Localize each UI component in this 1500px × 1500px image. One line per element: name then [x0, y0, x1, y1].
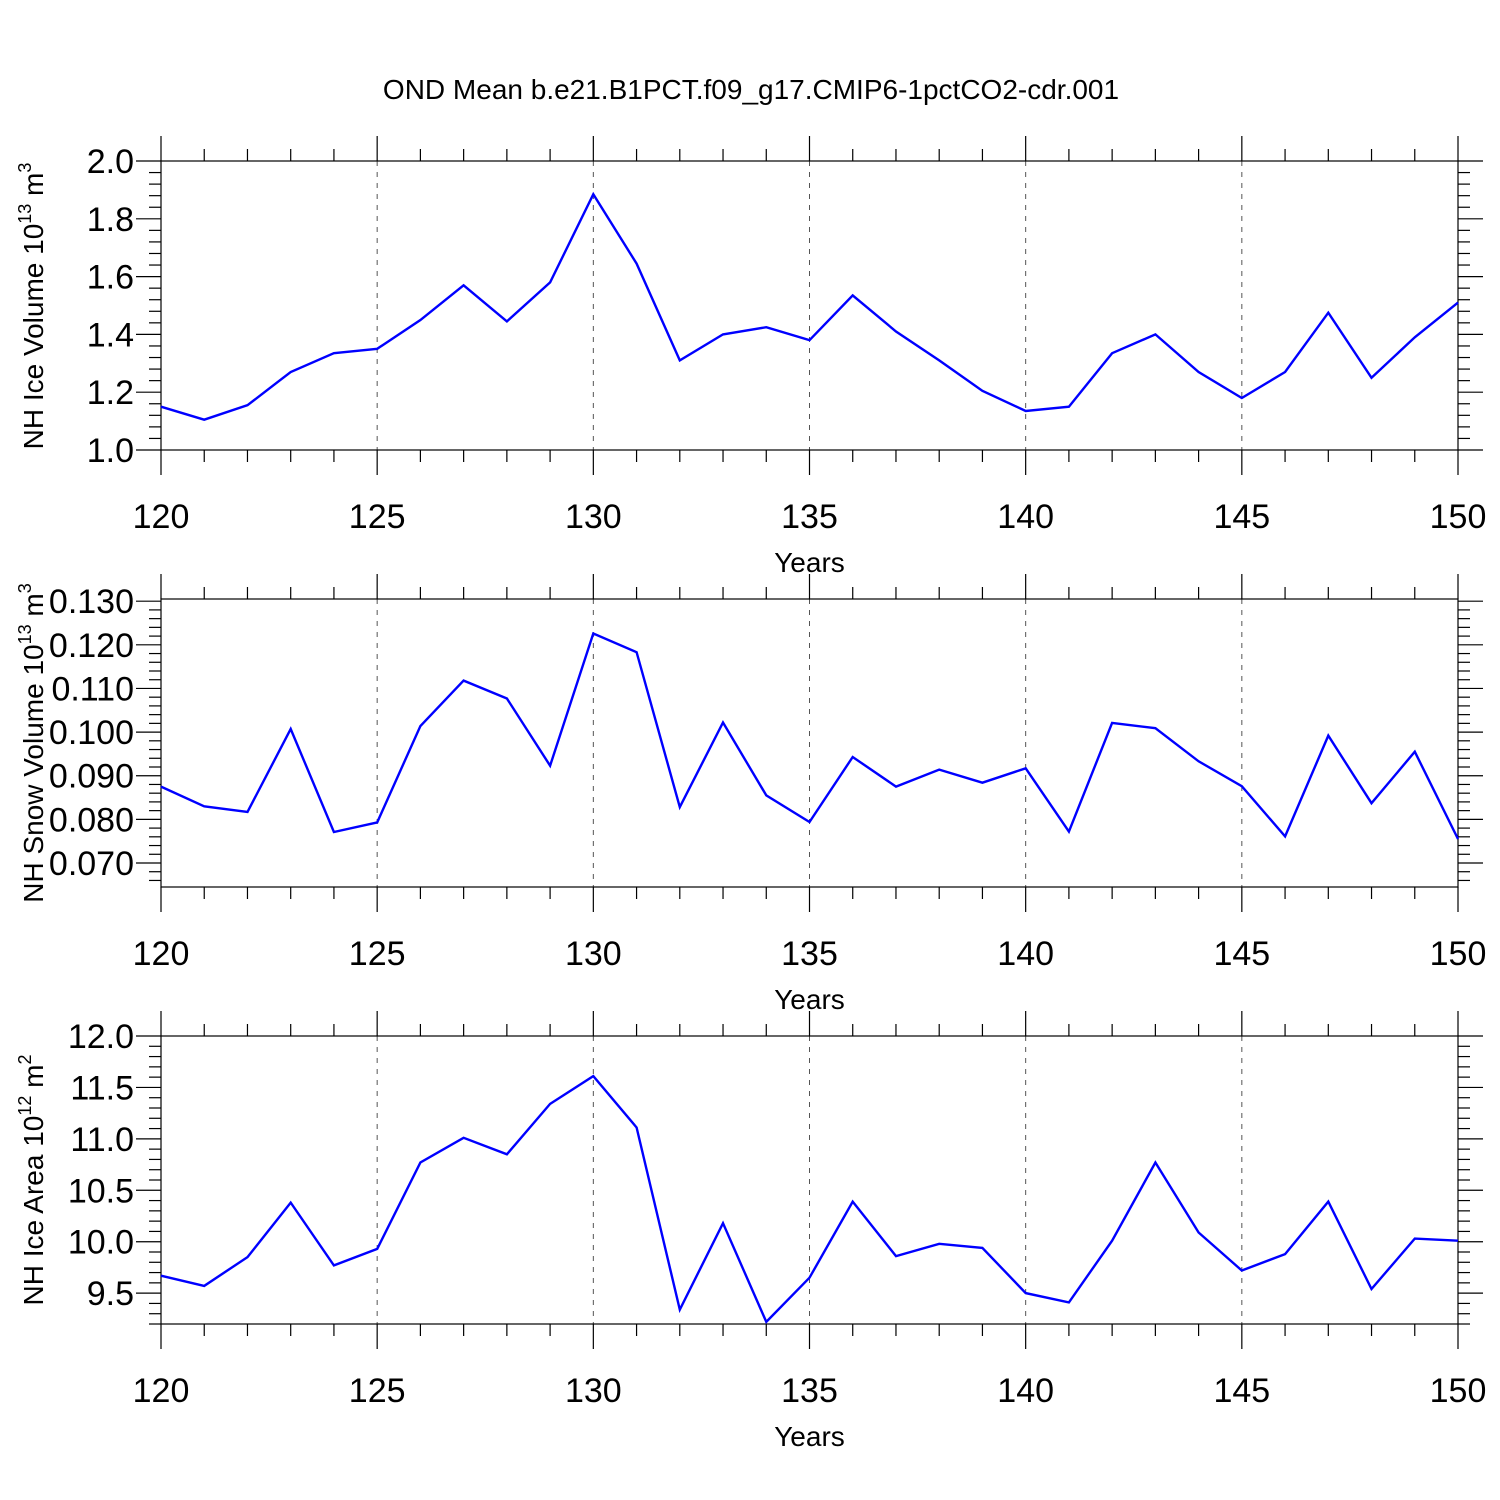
y-tick-label: 0.130 [49, 583, 134, 621]
x-tick-label: 150 [1430, 1372, 1487, 1410]
y-tick-label: 0.070 [49, 845, 134, 883]
series-line [160, 1074, 1459, 1325]
x-axis-label: Years [774, 547, 845, 578]
y-axis-label: NH Snow Volume 1013 m3 [15, 583, 49, 903]
panel-ice-area: 120 125 130 135 140 145 150 9.5 10.0 10.5 11.0 11.5… [15, 1011, 1486, 1452]
y-tick-label: 1.4 [87, 316, 134, 354]
y-tick-label: 9.5 [87, 1275, 134, 1313]
y-tick-label: 0.100 [49, 714, 134, 752]
y-axis-label: NH Ice Area 1012 m2 [15, 1054, 49, 1305]
x-tick-label: 135 [781, 1372, 838, 1410]
panel-ice-volume: 120 125 130 135 140 145 150 1.0 1.2 1.4 1.6 1.8 2.0 Y… [15, 136, 1486, 578]
y-tick-label: 11.5 [70, 1069, 134, 1107]
y-tick-label: 10.5 [68, 1172, 134, 1210]
y-tick-label: 1.6 [87, 259, 134, 297]
x-tick-label: 145 [1213, 498, 1270, 536]
x-tick-label: 145 [1213, 935, 1270, 973]
y-tick-label: 11.0 [70, 1121, 134, 1159]
x-tick-label: 135 [781, 498, 838, 536]
x-tick-label: 130 [565, 498, 622, 536]
x-tick-label: 140 [997, 935, 1054, 973]
y-tick-label: 0.080 [49, 801, 134, 839]
y-tick-label: 0.090 [49, 758, 134, 796]
x-tick-label: 125 [349, 935, 406, 973]
x-tick-label: 140 [997, 498, 1054, 536]
x-tick-label: 130 [565, 1372, 622, 1410]
figure-title: OND Mean b.e21.B1PCT.f09_g17.CMIP6-1pctC… [383, 74, 1119, 105]
x-tick-label: 140 [997, 1372, 1054, 1410]
x-tick-label: 120 [133, 935, 190, 973]
x-tick-label: 145 [1213, 1372, 1270, 1410]
y-tick-label: 1.8 [87, 201, 134, 239]
x-tick-label: 150 [1430, 498, 1487, 536]
series-line [160, 191, 1459, 421]
x-axis-label: Years [774, 984, 845, 1015]
y-tick-label: 12.0 [68, 1018, 134, 1056]
x-tick-label: 135 [781, 935, 838, 973]
y-tick-label: 1.2 [87, 374, 134, 412]
x-tick-label: 120 [133, 498, 190, 536]
panel-snow-volume: 120 125 130 135 140 145 150 0.070 0.080 0.090 0.10… [15, 574, 1486, 1015]
x-tick-label: 125 [349, 498, 406, 536]
y-axis-label: NH Ice Volume 1013 m3 [15, 163, 49, 450]
x-tick-label: 150 [1430, 935, 1487, 973]
y-tick-label: 10.0 [68, 1224, 134, 1262]
x-tick-label: 125 [349, 1372, 406, 1410]
y-tick-label: 0.110 [51, 670, 134, 708]
y-tick-label: 1.0 [87, 432, 134, 470]
series-line [160, 631, 1460, 840]
x-tick-label: 120 [133, 1372, 190, 1410]
y-tick-label: 0.120 [49, 627, 134, 665]
x-axis-label: Years [774, 1421, 845, 1452]
x-tick-label: 130 [565, 935, 622, 973]
y-tick-label: 2.0 [87, 143, 134, 181]
